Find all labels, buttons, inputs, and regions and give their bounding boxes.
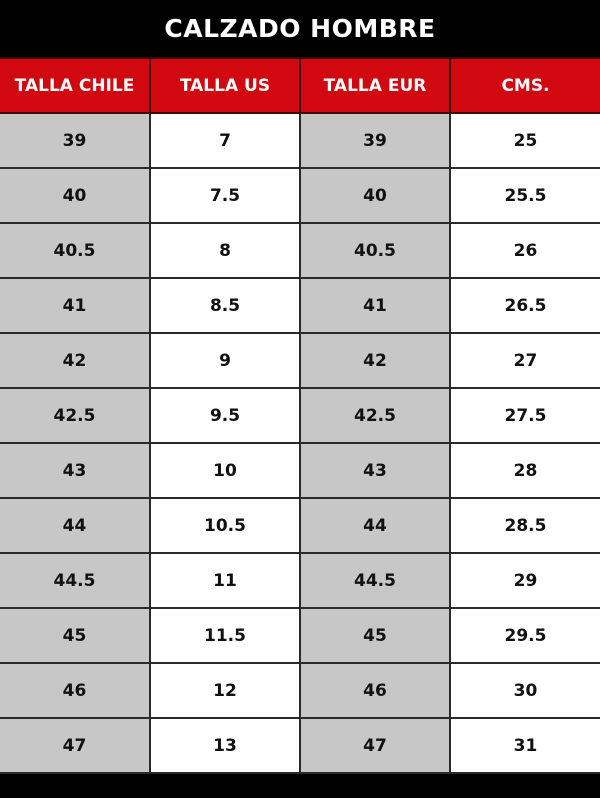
- table-cell: 46: [0, 662, 151, 719]
- table-cell: 28.5: [449, 497, 600, 554]
- table-cell: 27: [449, 332, 600, 389]
- table-cell: 31: [449, 717, 600, 774]
- column-header: TALLA US: [149, 57, 301, 114]
- table-cell: 11: [149, 552, 301, 609]
- table-cell: 25: [449, 112, 600, 169]
- table-cell: 40.5: [299, 222, 451, 279]
- table-row: 44.5 11 44.5 29: [0, 552, 600, 609]
- table-cell: 9.5: [149, 387, 301, 444]
- table-cell: 25.5: [449, 167, 600, 224]
- table-cell: 47: [0, 717, 151, 774]
- table-cell: 42.5: [299, 387, 451, 444]
- table-cell: 44: [0, 497, 151, 554]
- table-row: 40 7.5 40 25.5: [0, 167, 600, 224]
- table-cell: 42.5: [0, 387, 151, 444]
- column-header: TALLA EUR: [299, 57, 451, 114]
- table-cell: 41: [299, 277, 451, 334]
- table-cell: 43: [299, 442, 451, 499]
- table-cell: 9: [149, 332, 301, 389]
- table-row: 39 7 39 25: [0, 112, 600, 169]
- table-cell: 11.5: [149, 607, 301, 664]
- size-table: TALLA CHILE TALLA US TALLA EUR CMS. 39 7 39 25…: [0, 57, 600, 774]
- table-cell: 12: [149, 662, 301, 719]
- table-cell: 8.5: [149, 277, 301, 334]
- table-cell: 39: [299, 112, 451, 169]
- column-header: CMS.: [449, 57, 600, 114]
- table-cell: 10: [149, 442, 301, 499]
- table-cell: 41: [0, 277, 151, 334]
- table-cell: 40: [0, 167, 151, 224]
- table-cell: 46: [299, 662, 451, 719]
- table-cell: 29: [449, 552, 600, 609]
- table-cell: 44.5: [299, 552, 451, 609]
- table-cell: 39: [0, 112, 151, 169]
- header-row: TALLA CHILE TALLA US TALLA EUR CMS.: [0, 57, 600, 114]
- chart-title: CALZADO HOMBRE: [0, 0, 600, 57]
- table-cell: 42: [299, 332, 451, 389]
- table-cell: 40: [299, 167, 451, 224]
- table-cell: 43: [0, 442, 151, 499]
- table-cell: 30: [449, 662, 600, 719]
- table-cell: 47: [299, 717, 451, 774]
- table-cell: 26.5: [449, 277, 600, 334]
- table-cell: 40.5: [0, 222, 151, 279]
- table-cell: 13: [149, 717, 301, 774]
- table-row: 45 11.5 45 29.5: [0, 607, 600, 664]
- table-row: 42 9 42 27: [0, 332, 600, 389]
- table-cell: 45: [0, 607, 151, 664]
- table-cell: 7.5: [149, 167, 301, 224]
- table-row: 44 10.5 44 28.5: [0, 497, 600, 554]
- table-cell: 44.5: [0, 552, 151, 609]
- table-cell: 42: [0, 332, 151, 389]
- table-row: 43 10 43 28: [0, 442, 600, 499]
- table-row: 40.5 8 40.5 26: [0, 222, 600, 279]
- table-cell: 45: [299, 607, 451, 664]
- table-cell: 26: [449, 222, 600, 279]
- table-cell: 28: [449, 442, 600, 499]
- table-cell: 27.5: [449, 387, 600, 444]
- table-row: 47 13 47 31: [0, 717, 600, 774]
- table-cell: 10.5: [149, 497, 301, 554]
- table-cell: 44: [299, 497, 451, 554]
- table-row: 41 8.5 41 26.5: [0, 277, 600, 334]
- table-cell: 29.5: [449, 607, 600, 664]
- table-row: 46 12 46 30: [0, 662, 600, 719]
- table-cell: 7: [149, 112, 301, 169]
- column-header: TALLA CHILE: [0, 57, 151, 114]
- table-row: 42.5 9.5 42.5 27.5: [0, 387, 600, 444]
- table-cell: 8: [149, 222, 301, 279]
